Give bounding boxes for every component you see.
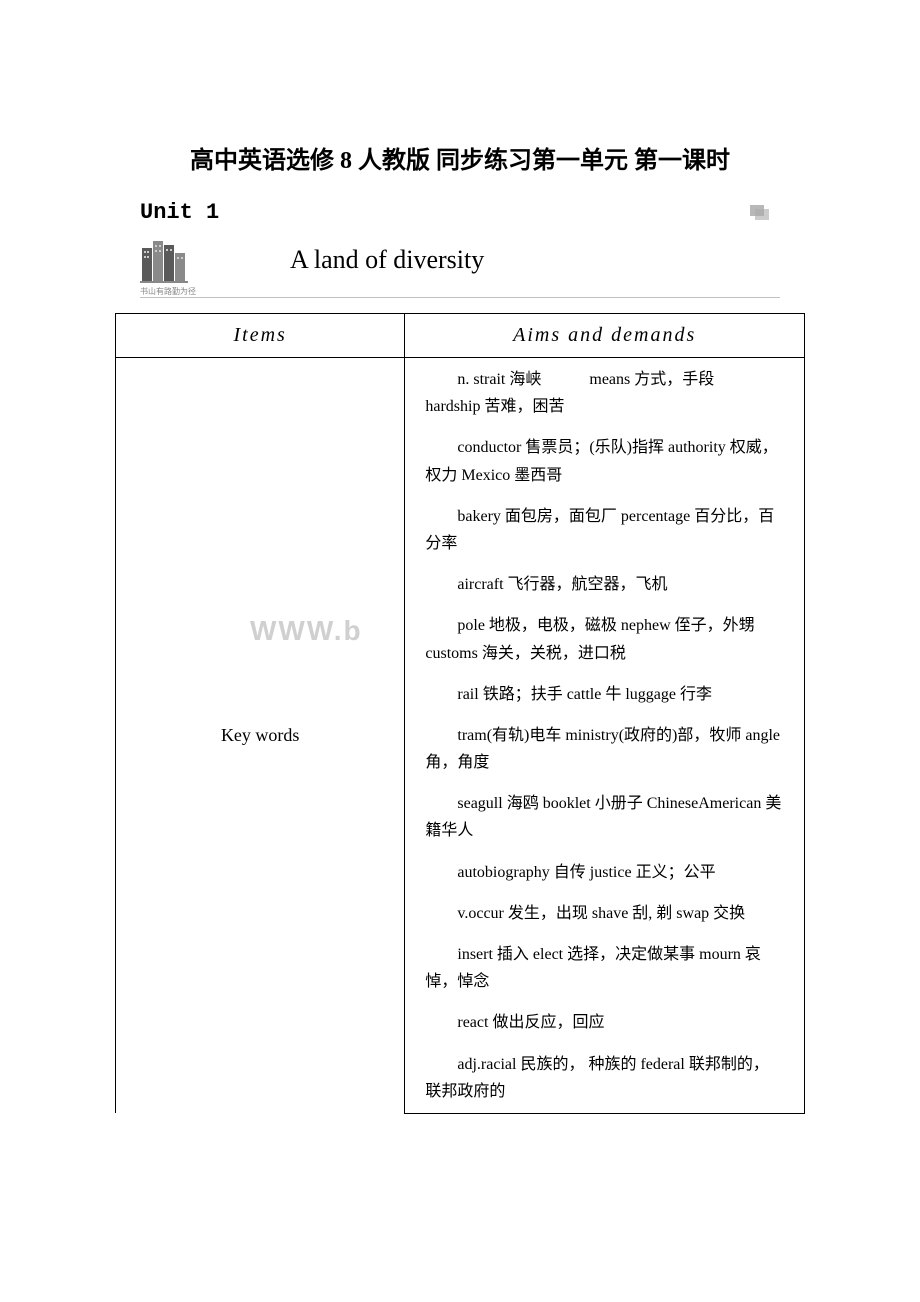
header-items: Items xyxy=(116,314,405,358)
vocab-para: tram(有轨)电车 ministry(政府的)部，牧师 angle 角，角度 xyxy=(425,722,784,776)
vocab-para: react 做出反应，回应 xyxy=(425,1009,784,1036)
vocab-para: v.occur 发生，出现 shave 刮, 剃 swap 交换 xyxy=(425,900,784,927)
header-aims: Aims and demands xyxy=(405,314,805,358)
building-icon: 书山有路勤为径 xyxy=(140,233,196,297)
table-header-row: Items Aims and demands xyxy=(116,314,805,358)
cell-key-words: Key words xyxy=(116,358,405,1114)
vocab-para: insert 插入 elect 选择，决定做某事 mourn 哀悼，悼念 xyxy=(425,941,784,995)
vocab-para: conductor 售票员；(乐队)指挥 authority 权威，权力 Mex… xyxy=(425,434,784,488)
vocab-para: pole 地极，电极，磁极 nephew 侄子，外甥 customs 海关，关税… xyxy=(425,612,784,666)
vocab-para: rail 铁路；扶手 cattle 牛 luggage 行李 xyxy=(425,681,784,708)
vocab-para: seagull 海鸥 booklet 小册子 ChineseAmerican 美… xyxy=(425,790,784,844)
page-corner-icon xyxy=(750,205,770,226)
vocab-para: aircraft 飞行器，航空器，飞机 xyxy=(425,571,784,598)
table-row: Key words n. strait 海峡 means 方式，手段 hards… xyxy=(116,358,805,1114)
vocab-para: adj.racial 民族的， 种族的 federal 联邦制的，联邦政府的 xyxy=(425,1051,784,1105)
page-title: 高中英语选修 8 人教版 同步练习第一单元 第一课时 xyxy=(0,0,920,175)
vocab-para: autobiography 自传 justice 正义；公平 xyxy=(425,859,784,886)
vocab-para: bakery 面包房，面包厂 percentage 百分比，百分率 xyxy=(425,503,784,557)
unit-subtitle: A land of diversity xyxy=(290,245,484,275)
unit-header: Unit 1 书山有路勤为径 A land of diversity xyxy=(140,200,780,298)
cell-aims-content: n. strait 海峡 means 方式，手段 hardship 苦难，困苦 … xyxy=(405,358,805,1114)
vocab-para: n. strait 海峡 means 方式，手段 hardship 苦难，困苦 xyxy=(425,366,784,420)
unit-label: Unit 1 xyxy=(140,200,780,225)
icon-footer-text: 书山有路勤为径 xyxy=(140,286,196,297)
main-table: Items Aims and demands Key words n. stra… xyxy=(115,313,805,1114)
